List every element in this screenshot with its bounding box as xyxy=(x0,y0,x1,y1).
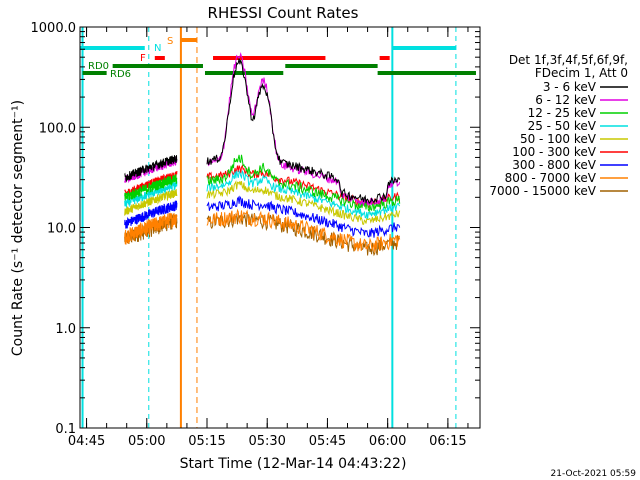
y-tick-label: 1.0 xyxy=(55,322,76,337)
y-tick-label: 100.0 xyxy=(39,121,76,136)
legend-label: 100 - 300 keV xyxy=(512,145,596,159)
legend-label: 3 - 6 keV xyxy=(543,80,597,94)
y-tick-label: 1000.0 xyxy=(31,21,77,36)
flag-label-rd6: RD6 xyxy=(110,69,131,80)
x-tick-label: 06:15 xyxy=(429,434,466,449)
series-line xyxy=(124,173,178,201)
x-tick-label: 04:45 xyxy=(68,434,105,449)
x-tick-label: 05:30 xyxy=(248,434,285,449)
flag-label-rd0: RD0 xyxy=(88,61,109,72)
legend-label: 800 - 7000 keV xyxy=(505,171,597,185)
series-line xyxy=(124,212,178,245)
footer-timestamp: 21-Oct-2021 05:59 xyxy=(551,469,637,479)
flag-label-flare: F xyxy=(140,53,146,64)
y-tick-label: 10.0 xyxy=(47,222,76,237)
series-line xyxy=(206,195,401,238)
series-line xyxy=(206,180,401,225)
legend-label: 12 - 25 keV xyxy=(528,106,597,120)
flag-label-saa: S xyxy=(167,36,173,47)
x-tick-label: 05:15 xyxy=(188,434,225,449)
x-tick-label: 05:45 xyxy=(309,434,346,449)
legend-label: 25 - 50 keV xyxy=(528,119,597,133)
legend-label: 50 - 100 keV xyxy=(520,132,597,146)
series-line xyxy=(206,208,401,253)
series-line xyxy=(124,170,178,198)
x-axis-label: Start Time (12-Mar-14 04:43:22) xyxy=(180,456,407,472)
chart-title: RHESSI Count Rates xyxy=(208,4,359,22)
legend-header-line-2: FDecim 1, Att 0 xyxy=(535,66,628,80)
flag-label-night: N xyxy=(154,43,161,54)
y-axis-label: Count Rate (s⁻¹ detector segment⁻¹) xyxy=(10,100,26,356)
series-line xyxy=(124,188,178,216)
series-line xyxy=(124,181,178,208)
series-line xyxy=(206,58,401,205)
series-line xyxy=(124,200,178,229)
legend-header-line-1: Det 1f,3f,4f,5f,6f,9f, xyxy=(509,53,628,67)
x-tick-label: 06:00 xyxy=(369,434,406,449)
y-tick-label: 0.1 xyxy=(55,422,76,437)
x-tick-label: 05:00 xyxy=(128,434,165,449)
legend-label: 7000 - 15000 keV xyxy=(489,184,596,198)
series-line xyxy=(124,155,178,183)
legend-label: 6 - 12 keV xyxy=(535,93,597,107)
legend: Det 1f,3f,4f,5f,6f,9f, FDecim 1, Att 0 3… xyxy=(489,53,628,198)
data-series xyxy=(124,51,401,257)
legend-label: 300 - 800 keV xyxy=(512,158,596,172)
axes: 0.1 1.0 10.0 100.0 1000.0 04:45 05:00 05:15 05:3… xyxy=(31,21,481,449)
series-line xyxy=(206,169,401,219)
